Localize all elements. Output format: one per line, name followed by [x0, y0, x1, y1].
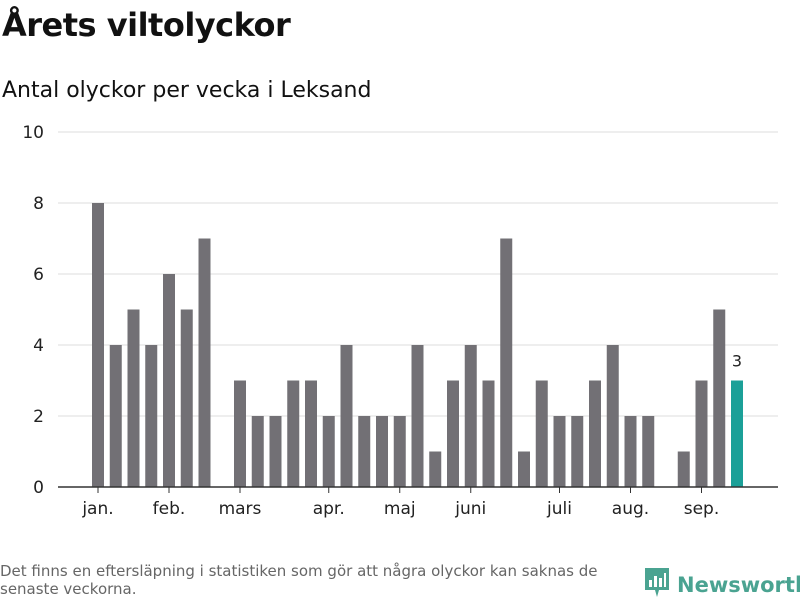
bar — [695, 380, 708, 487]
x-tick-label: apr. — [313, 499, 345, 519]
bar — [145, 345, 158, 487]
bar — [322, 416, 335, 487]
bar — [109, 345, 122, 487]
bar — [305, 380, 317, 487]
bar — [589, 380, 601, 487]
bar-highlight — [731, 380, 743, 487]
brand-name[interactable]: Newsworthy — [677, 573, 800, 597]
x-tick-label: feb. — [153, 499, 186, 519]
bar — [535, 380, 548, 487]
bar — [411, 345, 424, 487]
x-tick-label: jan. — [81, 499, 113, 519]
y-tick-label: 0 — [33, 478, 44, 498]
footnote: Det finns en eftersläpning i statistiken… — [0, 562, 598, 598]
chart-subtitle: Antal olyckor per vecka i Leksand — [2, 78, 372, 103]
y-axis-ticks: 0 2 4 6 8 10 — [22, 123, 44, 498]
x-tick-label: mars — [219, 499, 262, 519]
bar — [376, 416, 388, 487]
bar — [340, 345, 353, 487]
x-axis-ticks: jan. feb. mars apr. maj juni juli aug. sep. — [58, 486, 778, 519]
bar — [624, 416, 637, 487]
bar — [642, 416, 655, 487]
brand[interactable]: Newsworthy — [645, 568, 800, 602]
bar — [713, 309, 726, 487]
bar — [571, 416, 584, 487]
bar — [234, 380, 246, 487]
bar — [393, 416, 406, 487]
x-tick-label: juni — [454, 499, 486, 519]
bar — [358, 416, 371, 487]
x-tick-label: maj — [384, 499, 416, 519]
bar — [127, 309, 140, 487]
bar — [251, 416, 264, 487]
y-tick-label: 10 — [22, 123, 44, 143]
bar — [518, 451, 530, 487]
bar — [269, 416, 282, 487]
bar — [198, 238, 211, 487]
highlight-value-label: 3 — [732, 352, 742, 371]
bar — [180, 309, 193, 487]
bar — [464, 345, 477, 487]
bar — [447, 380, 459, 487]
bar — [677, 451, 690, 487]
x-tick-label: sep. — [684, 499, 720, 519]
bar — [500, 238, 513, 487]
bar — [482, 380, 495, 487]
y-tick-label: 8 — [33, 194, 44, 214]
data-labels: 3 — [732, 352, 742, 371]
bar — [606, 345, 619, 487]
x-tick-label: aug. — [612, 499, 649, 519]
bar — [92, 203, 104, 487]
y-tick-label: 2 — [33, 407, 44, 427]
y-tick-label: 4 — [33, 336, 44, 356]
bar-chart: 0 2 4 6 8 10 jan. feb. mars apr. maj juni juli aug. s… — [22, 123, 778, 519]
gridlines — [58, 131, 778, 417]
bar — [287, 380, 300, 487]
chart-title: Årets viltolyckor — [2, 6, 291, 44]
bar — [429, 451, 442, 487]
bar — [163, 274, 175, 487]
bar — [553, 416, 566, 487]
bars — [92, 203, 743, 487]
y-tick-label: 6 — [33, 265, 44, 285]
x-tick-label: juli — [546, 499, 572, 519]
newsworthy-logo-icon — [645, 568, 669, 602]
